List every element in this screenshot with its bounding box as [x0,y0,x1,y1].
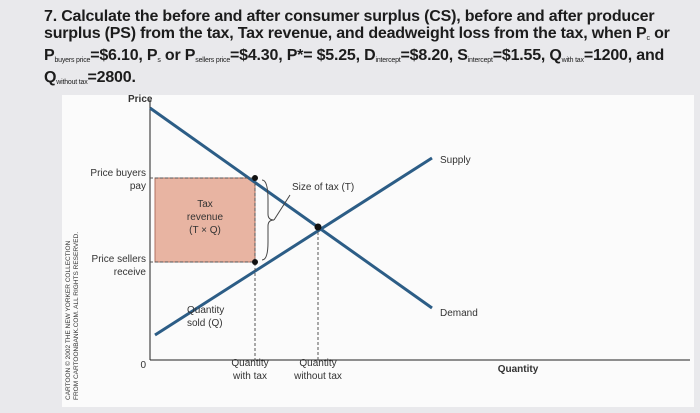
question-fragment: =$6.10, P [90,47,158,64]
subscript: s [157,57,161,64]
demand-label: Demand [440,308,478,319]
subscript: with tax [561,57,584,64]
supply-line [154,156,433,337]
credit: CARTOON © 2002 THE NEW YORKER COLLECTION… [64,232,80,400]
supply-label: Supply [440,155,471,166]
buyers-point [252,175,258,181]
question-fragment: =1200, and Q [44,47,665,86]
subscript: sellers price [195,57,231,64]
question-fragment: =$4.30, P*= $5.25, D [230,47,376,64]
y-axis-label: Price [128,94,153,105]
question-fragment: 7. Calculate the before and after consum… [44,8,655,42]
size-of-tax-label: Size of tax (T) [292,182,354,193]
subscript: c [646,35,651,42]
question-fragment: =$1.55, Q [492,47,562,64]
origin-label: 0 [140,360,146,371]
subscript: without tax [56,79,88,86]
quantity-without-tax-label: Quantity without tax [293,358,342,382]
subscript: intercept [375,57,401,64]
demand-line [149,106,433,310]
question-fragment: or P [44,25,670,64]
equilibrium-point [314,223,322,231]
tax-revenue-box [154,177,256,263]
question-fragment: or P [160,47,196,64]
price-buyers-label: Price buyers pay [90,168,146,192]
quantity-with-tax-label: Quantity with tax [231,358,268,382]
price-sellers-label: Price sellers receive [92,254,147,278]
tax-revenue-label: Tax revenue (T × Q) [187,199,224,236]
question-text: 7. Calculate the before and after consum… [44,8,684,91]
tax-pointer [273,194,291,221]
question-fragment: =$8.20, S [400,47,468,64]
subscript: intercept [467,57,493,64]
quantity-sold-label: Quantity sold (Q) [187,305,224,329]
question-fragment: =2800. [87,69,136,86]
subscript: buyers price [54,57,91,64]
x-axis-label: Quantity [498,364,539,375]
sellers-point [252,259,258,265]
